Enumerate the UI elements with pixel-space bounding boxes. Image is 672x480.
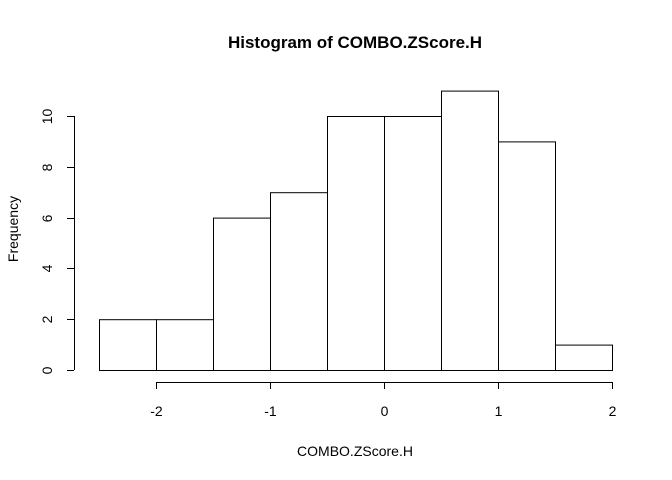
y-tick-label: 6 bbox=[39, 214, 55, 222]
histogram-bar bbox=[99, 319, 157, 372]
y-tick-label: 10 bbox=[39, 109, 55, 125]
y-tick-label: 0 bbox=[39, 366, 55, 374]
y-axis: 0 2 4 6 8 10 bbox=[39, 109, 75, 374]
histogram-bar bbox=[498, 141, 556, 371]
histogram-bar bbox=[270, 192, 328, 371]
y-tick-label: 4 bbox=[39, 264, 55, 272]
histogram-bar bbox=[384, 116, 442, 371]
histogram-bar bbox=[156, 319, 214, 372]
x-tick-label: -1 bbox=[264, 403, 277, 419]
histogram-bar bbox=[327, 116, 385, 371]
x-tick-label: 2 bbox=[609, 403, 617, 419]
x-axis: -2 -1 0 1 2 bbox=[150, 382, 617, 419]
y-tick-label: 8 bbox=[39, 163, 55, 171]
x-tick-label: -2 bbox=[150, 403, 163, 419]
x-tick-label: 0 bbox=[381, 403, 389, 419]
histogram-bar bbox=[213, 217, 271, 371]
bars-group bbox=[99, 90, 613, 372]
x-tick-label: 1 bbox=[495, 403, 503, 419]
chart-title: Histogram of COMBO.ZScore.H bbox=[228, 33, 482, 52]
y-tick-label: 2 bbox=[39, 315, 55, 323]
y-axis-label: Frequency bbox=[5, 196, 21, 262]
histogram-bar bbox=[441, 90, 499, 371]
x-axis-label: COMBO.ZScore.H bbox=[297, 443, 413, 459]
histogram-bar bbox=[555, 344, 613, 372]
